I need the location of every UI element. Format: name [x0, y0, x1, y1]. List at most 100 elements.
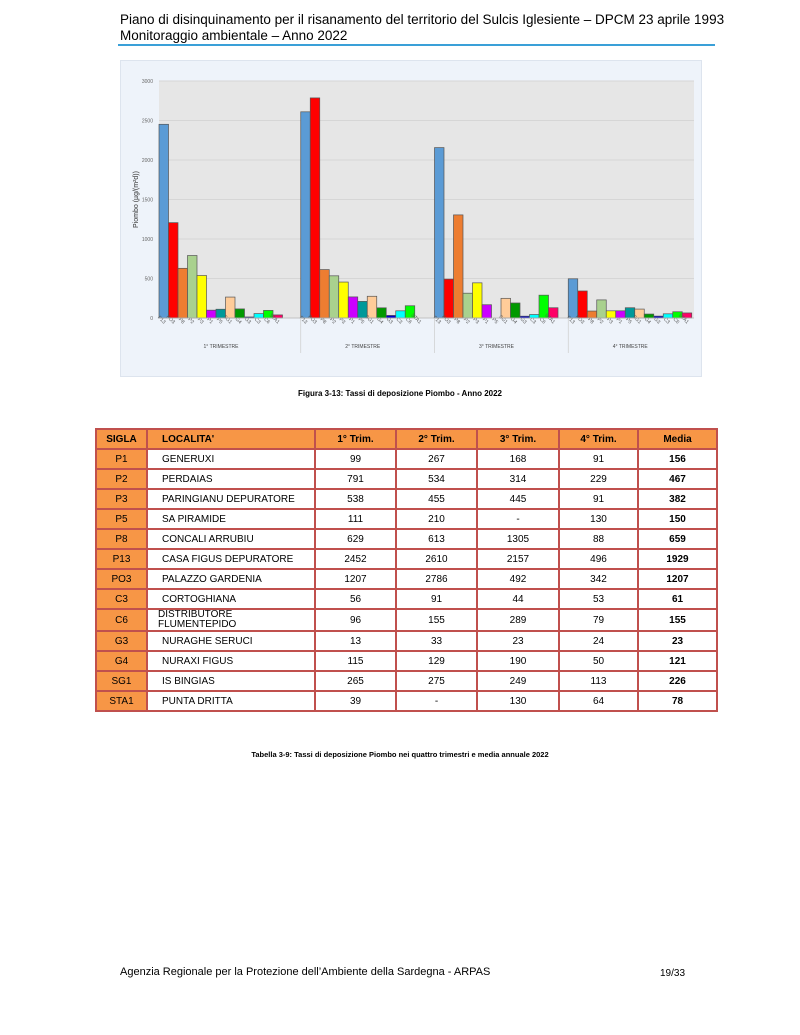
category-label: P2	[328, 317, 337, 326]
category-label: P5	[624, 317, 633, 326]
table-cell: 382	[637, 488, 718, 510]
category-label: C3	[528, 317, 537, 326]
table-cell: DISTRIBUTORE FLUMENTEPIDO	[146, 608, 316, 632]
table-cell: 1929	[637, 548, 718, 570]
table-cell: PUNTA DRITTA	[146, 690, 316, 712]
table-cell: 613	[395, 528, 478, 550]
category-label: G4	[509, 316, 518, 325]
bar-p3	[605, 310, 617, 319]
bar-g4	[376, 307, 387, 319]
bar-p13	[158, 123, 169, 319]
table-caption: Tabella 3-9: Tassi di deposizione Piombo…	[251, 750, 549, 759]
bar-p3	[472, 282, 483, 319]
table-cell: P2	[95, 468, 148, 490]
table-cell: 2157	[476, 548, 560, 570]
page-header: Piano di disinquinamento per il risaname…	[120, 12, 724, 44]
table-cell: PALAZZO GARDENIA	[146, 568, 316, 590]
y-tick-label: 2500	[142, 119, 153, 125]
bar-p3	[196, 275, 207, 319]
table-cell: G4	[95, 650, 148, 672]
column-header: 2° Trim.	[395, 428, 478, 450]
table-cell: 314	[476, 468, 560, 490]
table-cell: 534	[395, 468, 478, 490]
bar-p1	[206, 309, 217, 319]
y-tick-label: 1500	[142, 198, 153, 204]
table-cell: 492	[476, 568, 560, 590]
table-row: G4 NURAXI FIGUS 115 129 190 50 121	[95, 650, 718, 672]
table-cell: SA PIRAMIDE	[146, 508, 316, 530]
table-cell: 115	[314, 650, 397, 672]
category-label: P3	[472, 317, 481, 326]
category-label: G4	[643, 316, 652, 325]
bar-p8	[177, 267, 188, 319]
category-label: P1	[347, 317, 356, 326]
y-tick-label: 1000	[142, 237, 153, 243]
data-table: SIGLA LOCALITA' 1° Trim. 2° Trim. 3° Trim. 4°…	[95, 428, 718, 712]
category-label: C6	[262, 317, 271, 326]
table-cell: 79	[558, 608, 639, 632]
category-label: C3	[253, 317, 262, 326]
category-label: C3	[662, 317, 671, 326]
table-row: PO3 PALAZZO GARDENIA 1207 2786 492 342 1207	[95, 568, 718, 590]
bar-po3	[309, 97, 321, 319]
table-cell: NURAGHE SERUCI	[146, 630, 316, 652]
bar-po3	[443, 278, 454, 319]
table-cell: 78	[637, 690, 718, 712]
table-cell: 289	[476, 608, 560, 632]
table-cell: 39	[314, 690, 397, 712]
table-cell: 96	[314, 608, 397, 632]
table-cell: 1207	[314, 568, 397, 590]
bar-p2	[596, 299, 607, 319]
table-cell: 155	[637, 608, 718, 632]
table-cell: 23	[637, 630, 718, 652]
table-cell: 267	[395, 448, 478, 470]
category-label: C6	[538, 317, 547, 326]
table-cell: GENERUXI	[146, 448, 316, 470]
table-cell: PARINGIANU DEPURATORE	[146, 488, 316, 510]
category-label: P3	[196, 317, 205, 326]
category-label: P2	[596, 317, 605, 326]
table-cell: 467	[637, 468, 718, 490]
table-cell: 2610	[395, 548, 478, 570]
category-label: P3	[338, 317, 347, 326]
table-cell: PO3	[95, 568, 148, 590]
table-cell: 121	[637, 650, 718, 672]
category-label: P2	[187, 317, 196, 326]
category-label: PO3	[574, 314, 585, 325]
table-cell: 168	[476, 448, 560, 470]
table-cell: PERDAIAS	[146, 468, 316, 490]
bar-p8	[453, 214, 464, 319]
table-cell: P3	[95, 488, 148, 510]
category-label: C6	[672, 317, 681, 326]
group-label: 2° TRIMESTRE	[345, 344, 381, 350]
table-cell: 50	[558, 650, 639, 672]
table-cell: G3	[95, 630, 148, 652]
table-cell: 275	[395, 670, 478, 692]
y-tick-label: 3000	[142, 79, 153, 85]
table-cell: 791	[314, 468, 397, 490]
table-cell: 2452	[314, 548, 397, 570]
group-label: 4° TRIMESTRE	[613, 344, 649, 350]
table-cell: P8	[95, 528, 148, 550]
table-row: SG1 IS BINGIAS 265 275 249 113 226	[95, 670, 718, 692]
table-cell: -	[476, 508, 560, 530]
footer-agency: Agenzia Regionale per la Protezione dell…	[120, 966, 491, 978]
table-cell: 91	[558, 488, 639, 510]
table-cell: 53	[558, 588, 639, 610]
y-tick-label: 0	[150, 316, 153, 322]
category-label: PO3	[165, 314, 176, 325]
table-row: P3 PARINGIANU DEPURATORE 538 455 445 91 382	[95, 488, 718, 510]
column-header: 1° Trim.	[314, 428, 397, 450]
table-cell: 91	[395, 588, 478, 610]
header-title: Piano di disinquinamento per il risaname…	[120, 12, 725, 27]
table-cell: CORTOGHIANA	[146, 588, 316, 610]
bar-chart-svg: 0 500 1000 1500 2000 2500 3000 Piombo (µg/(m²d)…	[133, 79, 694, 353]
category-label: P1	[481, 317, 490, 326]
category-label: G3	[652, 316, 661, 325]
bar-p13	[567, 278, 579, 319]
bar-p1	[615, 310, 626, 319]
table-cell: 2786	[395, 568, 478, 590]
category-label: G4	[234, 316, 243, 325]
bar-p2	[328, 275, 340, 319]
table-cell: 265	[314, 670, 397, 692]
